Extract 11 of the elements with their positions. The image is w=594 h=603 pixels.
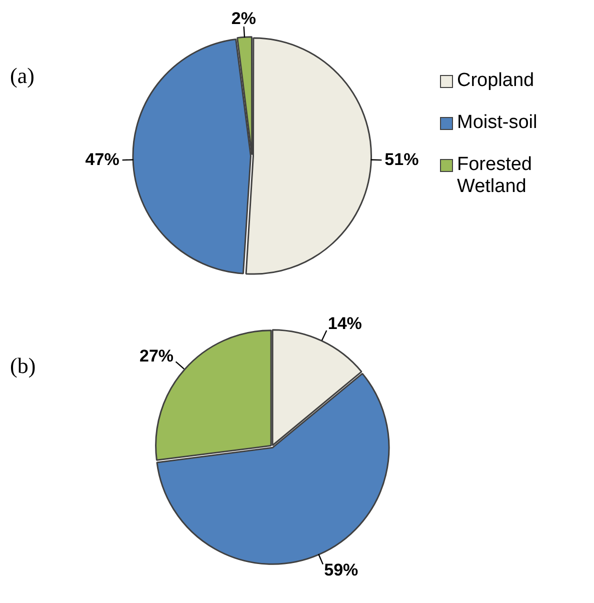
data-label: 51% — [384, 150, 419, 169]
text: (b) — [10, 353, 36, 379]
legend-label: Cropland — [457, 70, 536, 92]
data-label: 27% — [140, 346, 174, 366]
data-label: 2% — [231, 9, 256, 28]
legend-label: Moist-soil — [457, 112, 538, 134]
data-label: 47% — [85, 150, 120, 169]
text: (a) — [10, 63, 34, 89]
legend-label: Forested Wetland — [457, 154, 533, 198]
data-label: 14% — [328, 314, 362, 333]
data-label: 59% — [324, 560, 358, 580]
